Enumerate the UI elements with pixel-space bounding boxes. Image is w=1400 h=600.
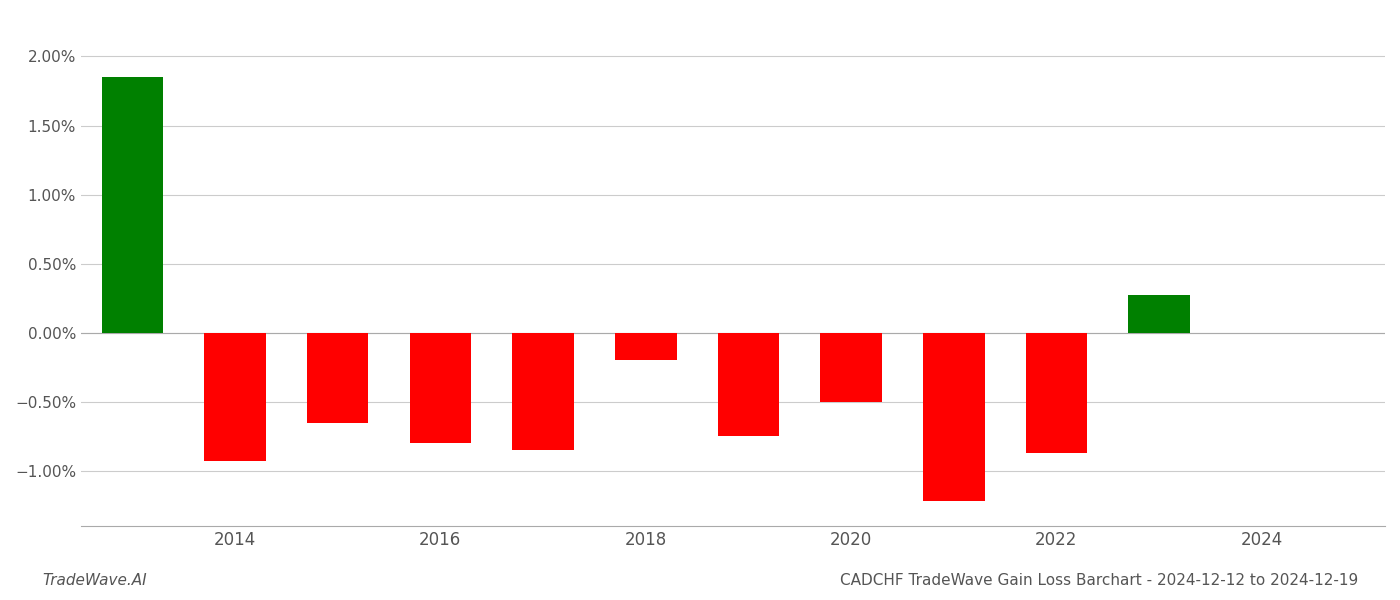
Bar [1128,295,1190,333]
Text: TradeWave.AI: TradeWave.AI [42,573,147,588]
Bar [820,333,882,402]
Bar [102,77,164,333]
Bar [718,333,780,436]
Bar [410,333,472,443]
Bar [615,333,676,361]
Bar [923,333,984,501]
Text: CADCHF TradeWave Gain Loss Barchart - 2024-12-12 to 2024-12-19: CADCHF TradeWave Gain Loss Barchart - 20… [840,573,1358,588]
Bar [512,333,574,450]
Bar [204,333,266,461]
Bar [307,333,368,422]
Bar [1026,333,1088,453]
